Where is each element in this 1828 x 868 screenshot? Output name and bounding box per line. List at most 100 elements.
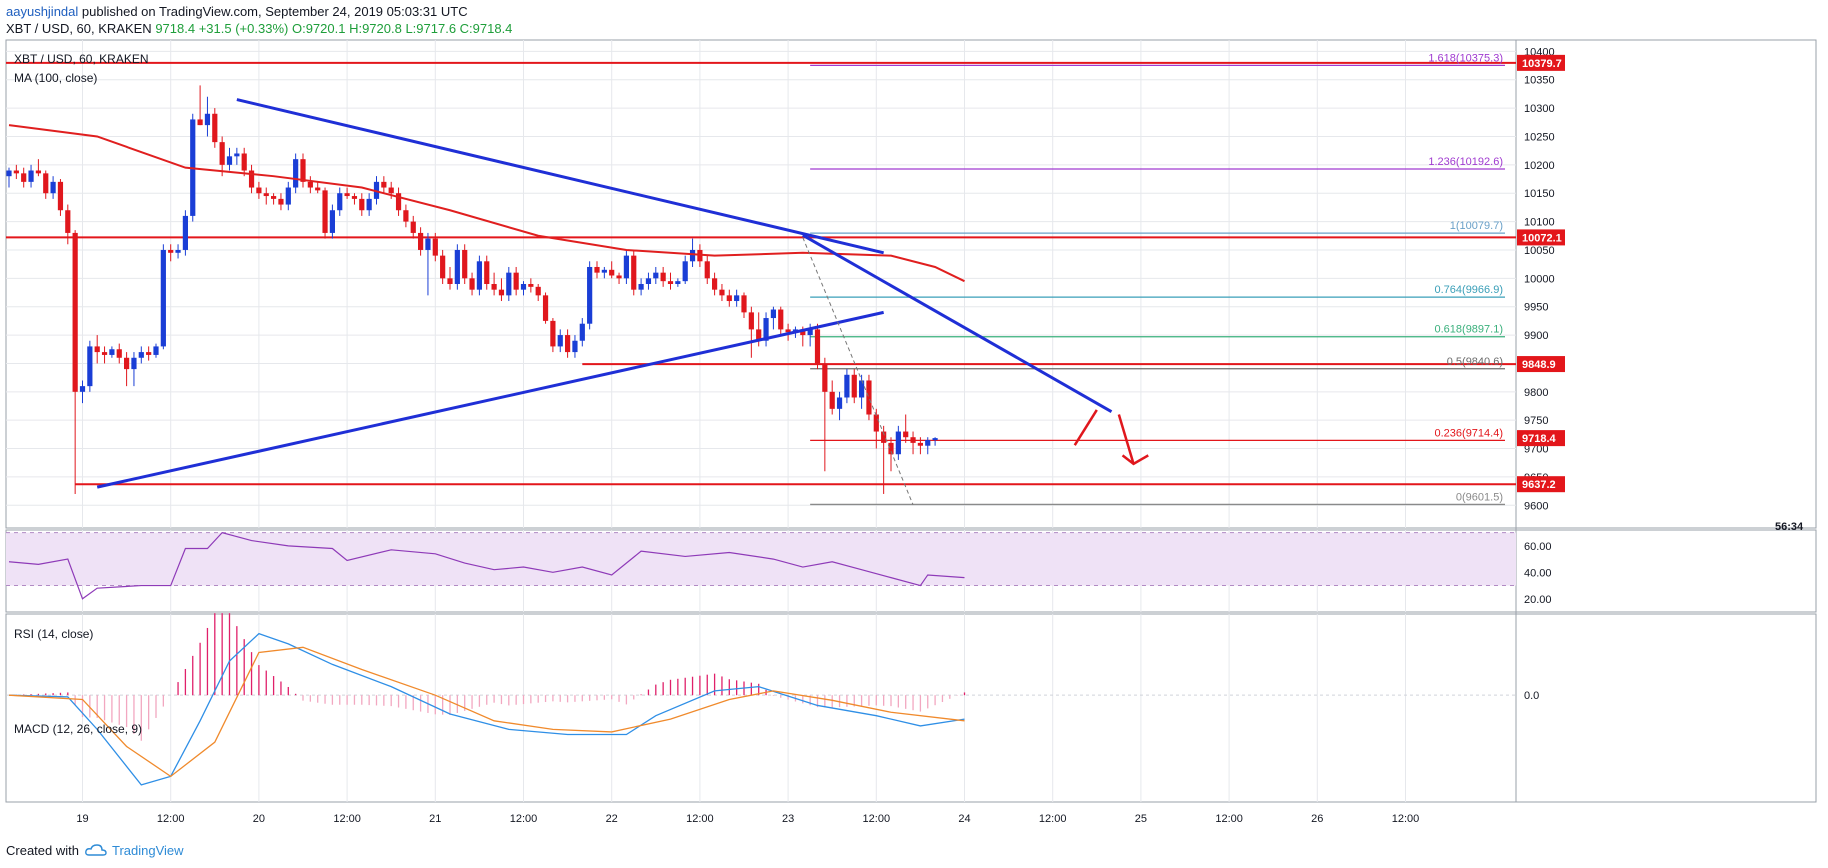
candle-body xyxy=(557,335,563,347)
candle-body xyxy=(462,249,468,279)
tradingview-cloud-icon xyxy=(84,844,107,856)
candle-body xyxy=(770,309,776,319)
ma-100-line xyxy=(8,124,965,283)
candle-body xyxy=(756,329,762,341)
candle-body xyxy=(322,190,328,233)
price-tick-label: 10100 xyxy=(1524,217,1555,229)
candle-body xyxy=(535,286,541,296)
candle-body xyxy=(6,170,12,177)
candle-body xyxy=(72,232,78,392)
candle-body xyxy=(903,431,909,438)
candle-body xyxy=(278,198,284,205)
ohlc-line: XBT / USD, 60, KRAKEN 9718.4 +31.5 (+0.3… xyxy=(6,21,512,36)
price-tag-box xyxy=(1517,476,1565,493)
pane-labels: XBT / USD, 60, KRAKEN MA (100, close) RS… xyxy=(14,52,1804,736)
arrow-head xyxy=(1121,454,1149,466)
candle-body xyxy=(329,210,335,233)
rsi-band xyxy=(6,532,1516,586)
x-tick-label: 12:00 xyxy=(863,813,891,825)
x-tick-label: 19 xyxy=(76,813,88,825)
drawings xyxy=(96,98,1149,505)
candle-body xyxy=(131,357,137,370)
projection-arrow-down xyxy=(1117,414,1135,465)
fib-level-label: 0.5(9840.6) xyxy=(1447,356,1503,368)
candle-body xyxy=(43,173,49,194)
fib-anchor-line xyxy=(802,237,914,505)
price-axes: 19 12:00 20 12:00 21 12:00 22 12:00 23 12:00 24 12:… xyxy=(76,46,1565,825)
price-tick-label: 10350 xyxy=(1524,75,1555,87)
candle-body xyxy=(101,352,108,355)
candle-body xyxy=(829,391,835,409)
candle-body xyxy=(682,261,688,282)
fib-level-label: 0.236(9714.4) xyxy=(1435,427,1504,439)
candle-body xyxy=(351,196,358,199)
fib-level-label: 1.618(10375.3) xyxy=(1428,52,1503,64)
candle-body xyxy=(146,352,152,355)
candle-body xyxy=(800,329,806,336)
x-tick-label: 12:00 xyxy=(1039,813,1067,825)
price-tick-label: 10000 xyxy=(1524,273,1555,285)
candle-body xyxy=(359,198,365,211)
candle-body xyxy=(454,249,460,284)
candle-body xyxy=(65,210,71,233)
candle-body xyxy=(506,272,512,296)
candle-body xyxy=(748,312,754,330)
rsi-pane: 20.00 40.00 60.00 xyxy=(6,531,1552,606)
candle-body xyxy=(182,215,188,250)
candle-body xyxy=(285,187,291,205)
candle-body xyxy=(873,414,879,432)
candle-body xyxy=(388,187,394,194)
candle-body xyxy=(109,349,115,355)
candle-body xyxy=(741,295,747,313)
candle-body xyxy=(498,289,505,296)
ohlc-values: O:9720.1 H:9720.8 L:9717.6 C:9718.4 xyxy=(291,21,513,36)
candle-body xyxy=(814,329,821,364)
rsi-label: RSI (14, close) xyxy=(14,627,93,641)
candle-body xyxy=(491,284,497,290)
fib-level-label: 1(10079.7) xyxy=(1450,220,1503,232)
candle-body xyxy=(212,113,218,143)
price-tag-label: 10072.1 xyxy=(1522,232,1562,244)
candle-body xyxy=(263,193,269,197)
moving-average xyxy=(8,124,965,283)
x-tick-label: 12:00 xyxy=(686,813,714,825)
countdown-label: 56:34 xyxy=(1775,521,1804,533)
price-tag-label: 9637.2 xyxy=(1522,479,1556,491)
price-tick-label: 10200 xyxy=(1524,160,1555,172)
price-tick-label: 9750 xyxy=(1524,415,1548,427)
candle-body xyxy=(528,284,534,287)
tradingview-link[interactable]: TradingView xyxy=(112,843,184,858)
candle-body xyxy=(35,170,41,174)
price-tick-label: 9950 xyxy=(1524,302,1548,314)
candle-body xyxy=(859,380,865,398)
price-tick-label: 10250 xyxy=(1524,131,1555,143)
candle-body xyxy=(572,340,578,353)
candle-body xyxy=(226,156,233,165)
candle-body xyxy=(822,363,828,392)
symbol-label: XBT / USD, 60, KRAKEN xyxy=(14,52,149,66)
x-tick-label: 12:00 xyxy=(333,813,361,825)
candle-body xyxy=(307,181,313,188)
candle-body xyxy=(344,193,350,197)
projection-arrow-up xyxy=(1073,409,1098,446)
candle-body xyxy=(631,255,637,290)
candle-body xyxy=(256,187,262,194)
candle-body xyxy=(87,346,93,387)
macd-tick-label: 0.0 xyxy=(1524,690,1539,702)
price-tag-box xyxy=(1517,430,1565,447)
x-tick-label: 12:00 xyxy=(1392,813,1420,825)
candle-body xyxy=(653,272,659,279)
candle-body xyxy=(28,170,34,182)
candle-body xyxy=(476,261,482,290)
candle-body xyxy=(57,181,64,211)
pane-border xyxy=(5,39,1817,529)
candle-body xyxy=(300,159,306,182)
fib-level-label: 1.236(10192.6) xyxy=(1428,156,1503,168)
candle-body xyxy=(410,221,416,233)
author-link[interactable]: aayushjindal xyxy=(6,4,79,19)
candle-body xyxy=(645,278,652,284)
candle-body xyxy=(785,329,791,333)
x-tick-label: 12:00 xyxy=(1215,813,1243,825)
candle-body xyxy=(542,295,549,321)
